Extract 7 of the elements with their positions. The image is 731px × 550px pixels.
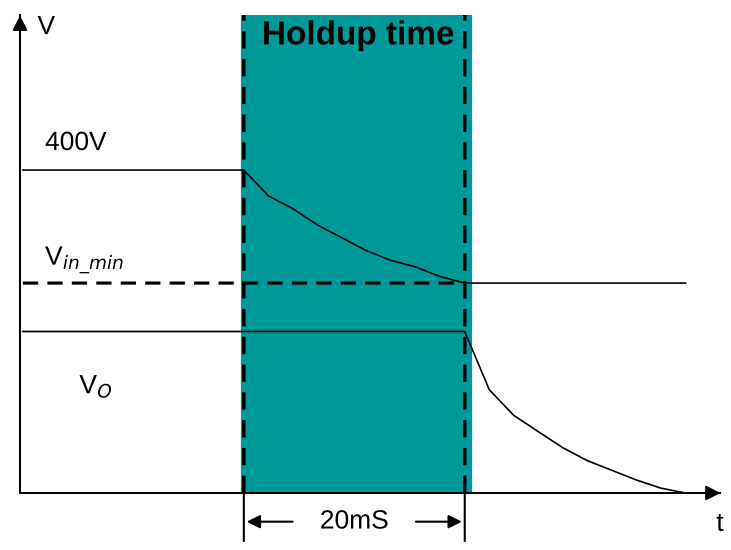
text: V [38,16,55,34]
text: t [716,514,724,532]
series-label: 400V [46,132,107,150]
series-label: V$_{in_min}$ [45,246,123,274]
chart-title: Holdup time [264,20,454,52]
text: 20mS [321,510,388,529]
series-label: V$_{O}$ [80,375,112,398]
